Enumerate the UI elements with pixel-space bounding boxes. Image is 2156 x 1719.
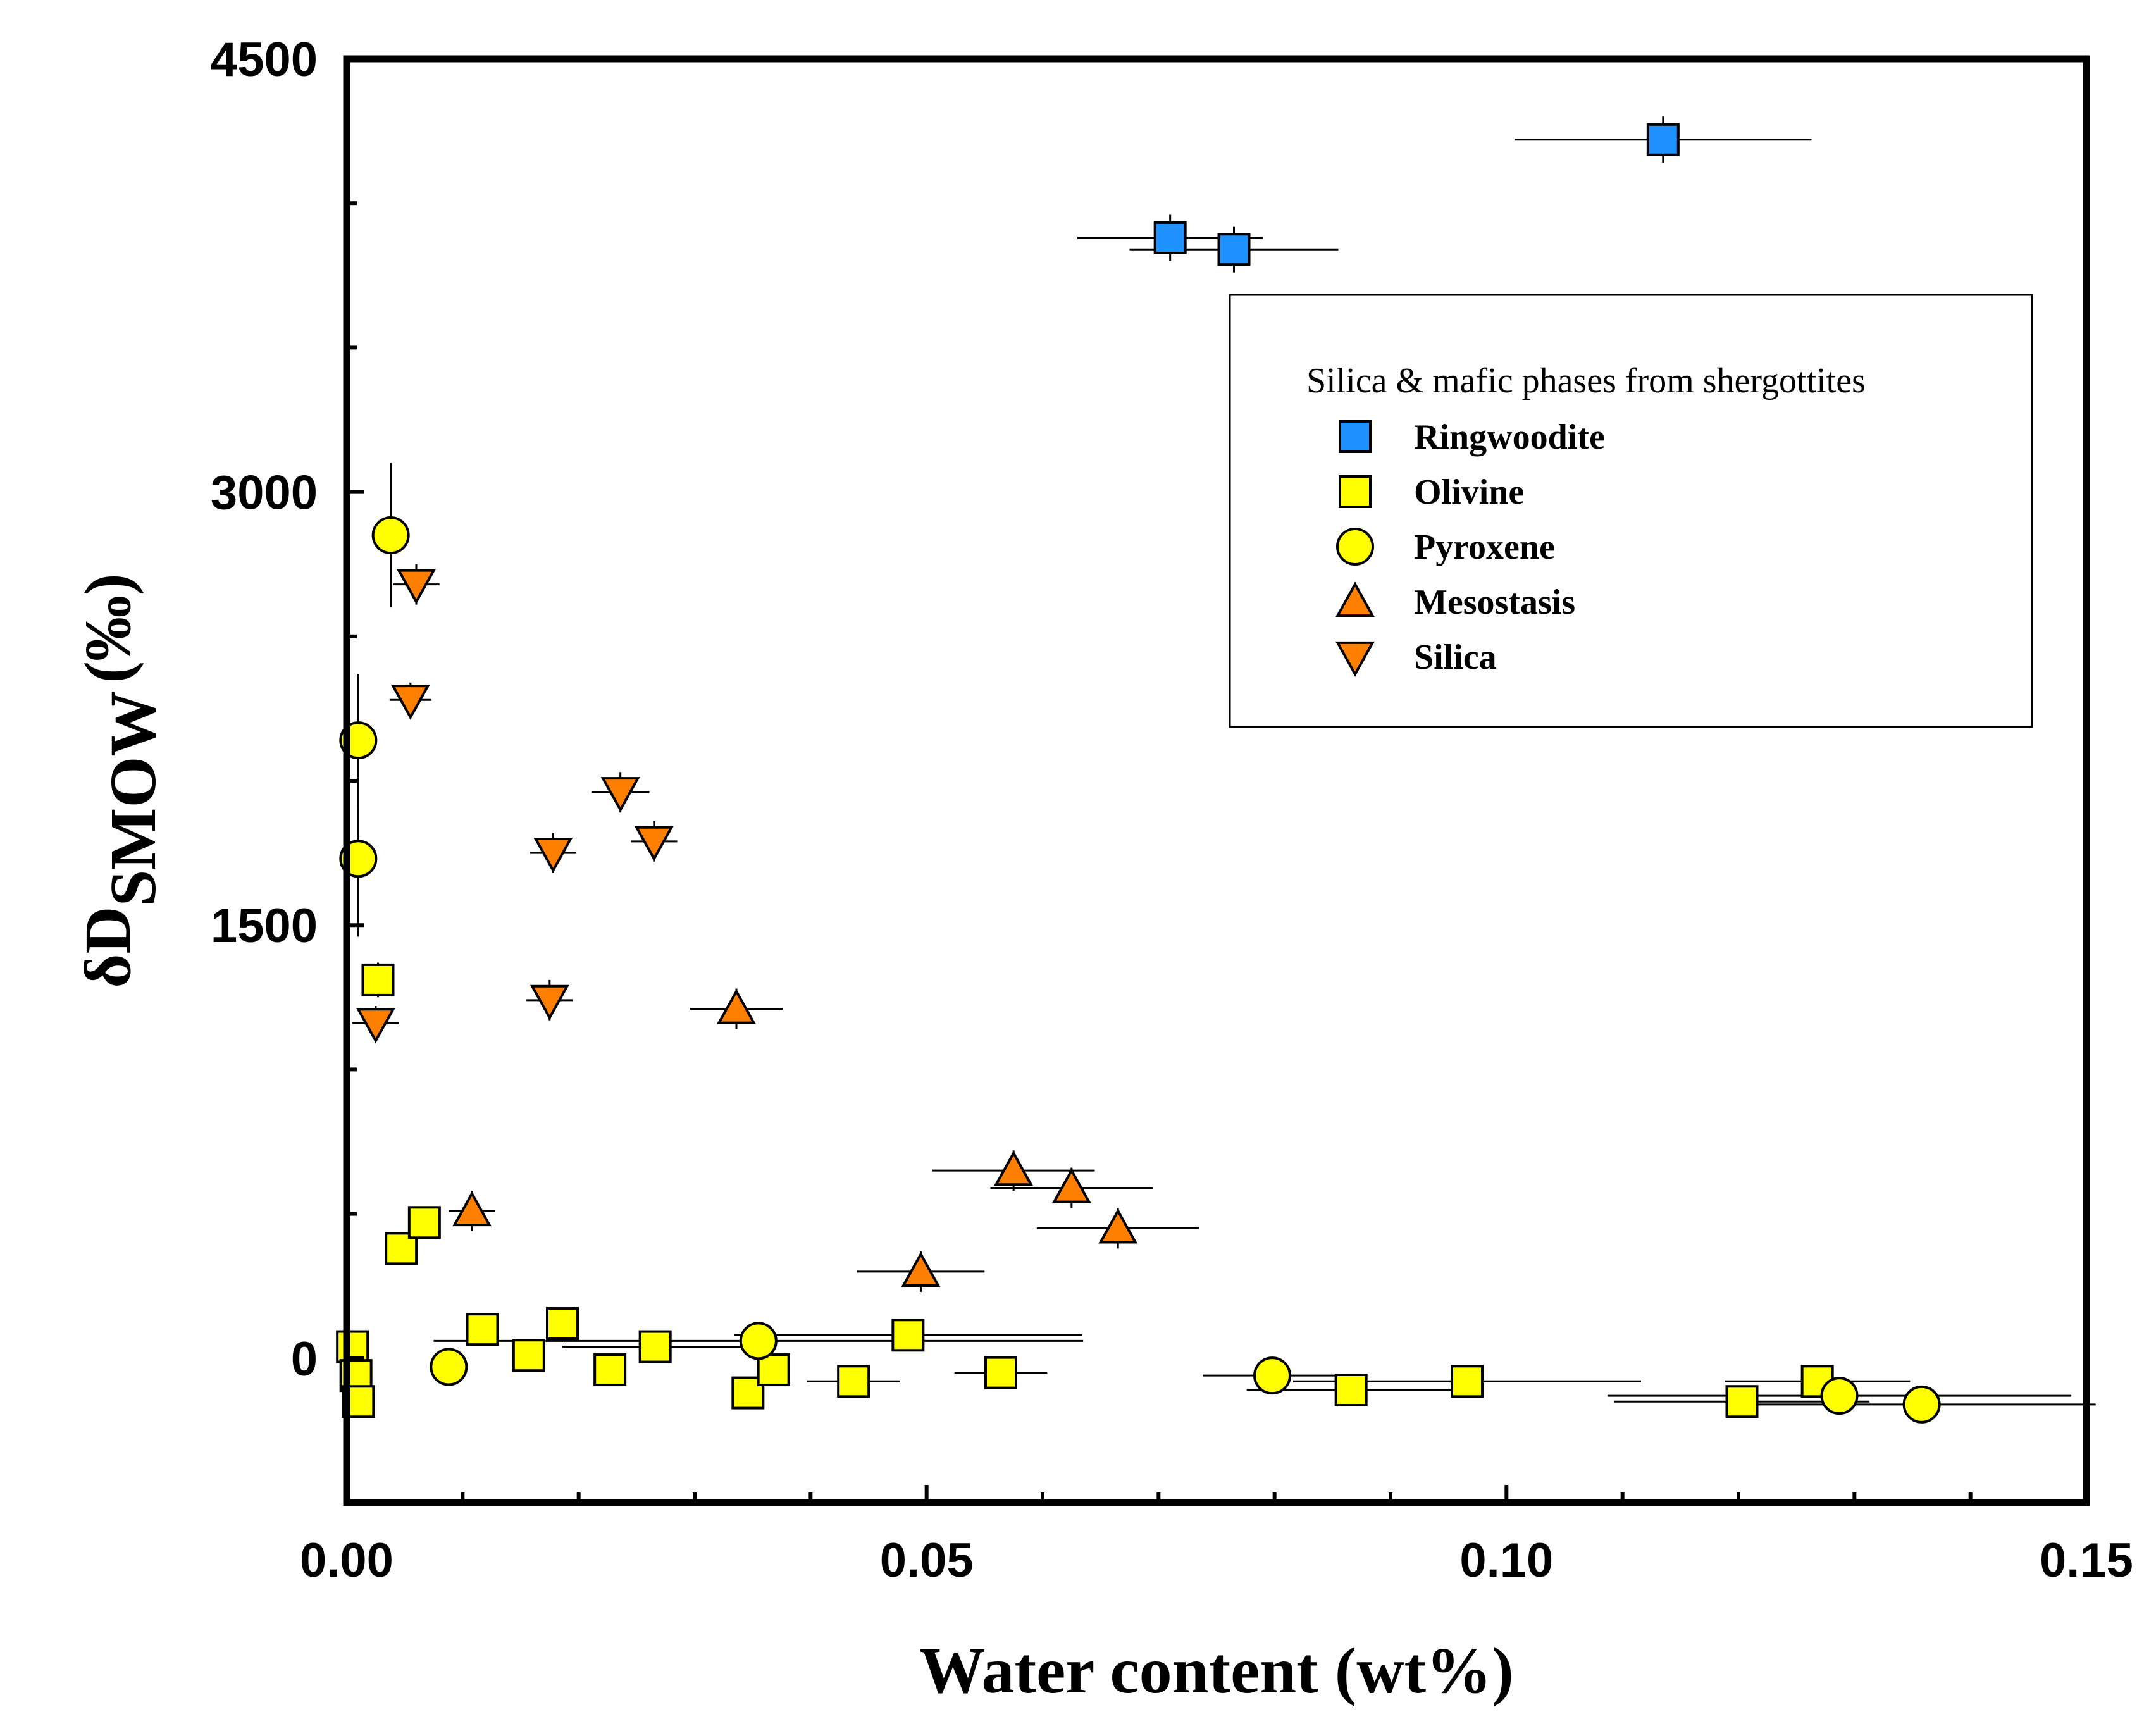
legend: Silica & mafic phases from shergottites … xyxy=(1229,294,2033,728)
mesostasis-point xyxy=(1051,1167,1091,1203)
olivine-point xyxy=(837,1365,870,1398)
tick-labels: 0.00 0.05 0.10 0.15 0 1500 3000 4500 xyxy=(211,33,2133,1587)
mesostasis-point xyxy=(452,1191,492,1227)
y-axis-title-main: δD xyxy=(71,907,144,988)
olivine-point xyxy=(361,963,395,996)
mesostasis-point xyxy=(717,988,756,1024)
pyroxene-point xyxy=(1253,1356,1291,1395)
legend-entry-mesostasis: Mesostasis xyxy=(1335,581,1575,622)
silica-point xyxy=(390,685,430,720)
legend-marker-mesostasis xyxy=(1335,581,1375,617)
olivine-point xyxy=(512,1339,545,1372)
pyroxene-point xyxy=(1820,1377,1859,1415)
olivine-point xyxy=(757,1353,790,1387)
y-axis-title-subscript: SMOW xyxy=(97,691,170,907)
pyroxene-point xyxy=(1902,1385,1941,1424)
olivine-point xyxy=(407,1206,441,1239)
olivine-point xyxy=(1725,1385,1759,1418)
legend-marker-olivine xyxy=(1339,475,1372,508)
mesostasis-point xyxy=(901,1251,941,1287)
data-markers xyxy=(336,123,1941,1424)
legend-entry-pyroxene: Pyroxene xyxy=(1336,528,1555,567)
legend-label: Silica xyxy=(1414,638,1497,677)
olivine-point xyxy=(546,1307,579,1341)
olivine-point xyxy=(1451,1365,1484,1398)
legend-label: Pyroxene xyxy=(1414,528,1555,567)
y-tick-label: 4500 xyxy=(211,33,318,87)
silica-point xyxy=(600,777,640,812)
x-tick-label: 0.00 xyxy=(300,1534,393,1587)
pyroxene-point xyxy=(430,1348,468,1386)
mesostasis-point xyxy=(994,1150,1034,1186)
legend-marker-pyroxene xyxy=(1336,528,1374,566)
silica-point xyxy=(397,569,436,605)
legend-label: Mesostasis xyxy=(1414,583,1575,622)
silica-point xyxy=(634,826,674,862)
x-axis-title: Water content (wt%) xyxy=(919,1634,1514,1707)
legend-entry-olivine: Olivine xyxy=(1339,473,1524,512)
legend-entry-ringwoodite: Ringwoodite xyxy=(1339,418,1605,457)
silica-point xyxy=(356,1008,395,1044)
legend-title: Silica & mafic phases from shergottites xyxy=(1306,361,1866,400)
y-tick-label: 3000 xyxy=(211,466,318,520)
legend-entries: Ringwoodite Olivine Pyroxene Mesostasis Sili… xyxy=(1335,418,1605,677)
legend-marker-silica xyxy=(1335,641,1375,677)
x-tick-label: 0.10 xyxy=(1459,1534,1553,1587)
olivine-point xyxy=(1334,1374,1368,1407)
y-tick-label: 0 xyxy=(291,1332,318,1386)
olivine-point xyxy=(466,1313,499,1346)
ringwoodite-point xyxy=(1217,233,1251,266)
legend-label: Ringwoodite xyxy=(1414,418,1605,457)
x-tick-label: 0.15 xyxy=(2040,1534,2133,1587)
y-axis-title-unit: (‰) xyxy=(71,573,144,683)
ringwoodite-point xyxy=(1153,221,1187,254)
ringwoodite-point xyxy=(1646,123,1680,156)
legend-label: Olivine xyxy=(1414,473,1524,512)
olivine-point xyxy=(984,1356,1017,1389)
olivine-point xyxy=(638,1330,672,1363)
mesostasis-point xyxy=(1098,1208,1138,1244)
legend-marker-ringwoodite xyxy=(1339,420,1372,453)
y-axis-title: δDSMOW (‰) xyxy=(71,573,170,988)
plot-frame xyxy=(343,55,2090,1506)
silica-point xyxy=(533,838,573,873)
pyroxene-point xyxy=(371,516,410,555)
svg-text:δDSMOW(‰): δDSMOW (‰) xyxy=(71,573,170,988)
y-tick-label: 1500 xyxy=(211,899,318,953)
olivine-point xyxy=(593,1353,627,1387)
silica-point xyxy=(530,984,569,1021)
x-tick-label: 0.05 xyxy=(880,1534,974,1587)
olivine-point xyxy=(891,1319,925,1352)
legend-entry-silica: Silica xyxy=(1335,638,1497,677)
olivine-point xyxy=(385,1232,418,1265)
pyroxene-point xyxy=(739,1322,778,1360)
